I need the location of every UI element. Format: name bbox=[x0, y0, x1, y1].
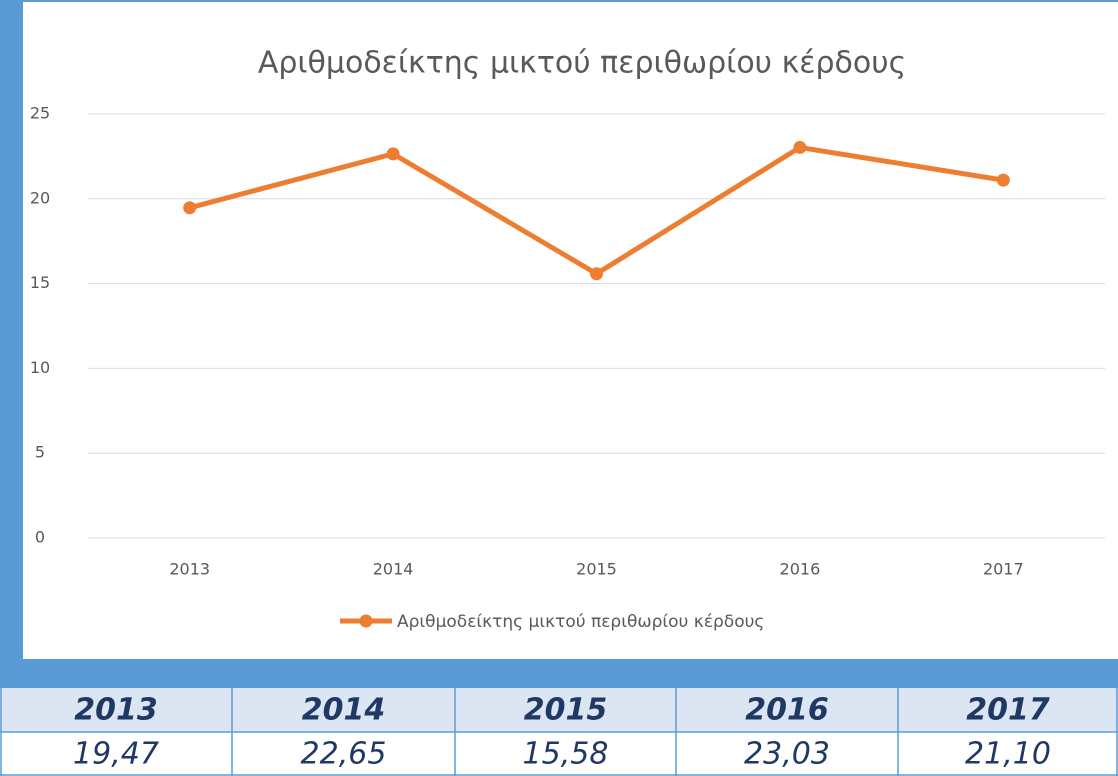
marker bbox=[996, 173, 1010, 187]
table-header-row bbox=[0, 688, 1118, 732]
x-tick-label: 2015 bbox=[576, 560, 617, 579]
chart-area bbox=[23, 2, 1118, 659]
legend-label: Αριθμοδείκτης μικτού περιθωρίου κέρδους bbox=[397, 612, 764, 632]
x-tick-label: 2016 bbox=[780, 560, 821, 579]
y-tick-label: 0 bbox=[35, 528, 45, 547]
x-tick-label: 2013 bbox=[169, 560, 210, 579]
table-header-cell: 2013 bbox=[74, 693, 158, 728]
table-cell: 23,03 bbox=[744, 737, 830, 772]
y-tick-label: 15 bbox=[30, 273, 50, 292]
table-body-row bbox=[0, 732, 1118, 776]
table-header-cell: 2017 bbox=[966, 693, 1050, 728]
y-tick-label: 20 bbox=[30, 188, 50, 207]
table-header-cell: 2014 bbox=[302, 693, 386, 728]
table-header-cell: 2016 bbox=[745, 693, 829, 728]
table-cell: 19,47 bbox=[73, 737, 159, 772]
y-tick-label: 10 bbox=[30, 358, 50, 377]
marker bbox=[386, 147, 400, 161]
y-tick-label: 5 bbox=[35, 443, 45, 462]
table-header-cell: 2015 bbox=[524, 693, 608, 728]
table-cell: 15,58 bbox=[523, 737, 609, 772]
x-tick-label: 2017 bbox=[983, 560, 1024, 579]
marker bbox=[183, 201, 197, 215]
y-tick-label: 25 bbox=[30, 104, 50, 123]
legend-marker bbox=[359, 614, 373, 628]
chart-title: Αριθμοδείκτης μικτού περιθωρίου κέρδους bbox=[258, 46, 906, 81]
x-tick-label: 2014 bbox=[373, 560, 414, 579]
marker bbox=[793, 140, 807, 154]
table-cell: 21,10 bbox=[965, 737, 1051, 772]
table-cell: 22,65 bbox=[301, 737, 387, 772]
marker bbox=[590, 267, 603, 281]
